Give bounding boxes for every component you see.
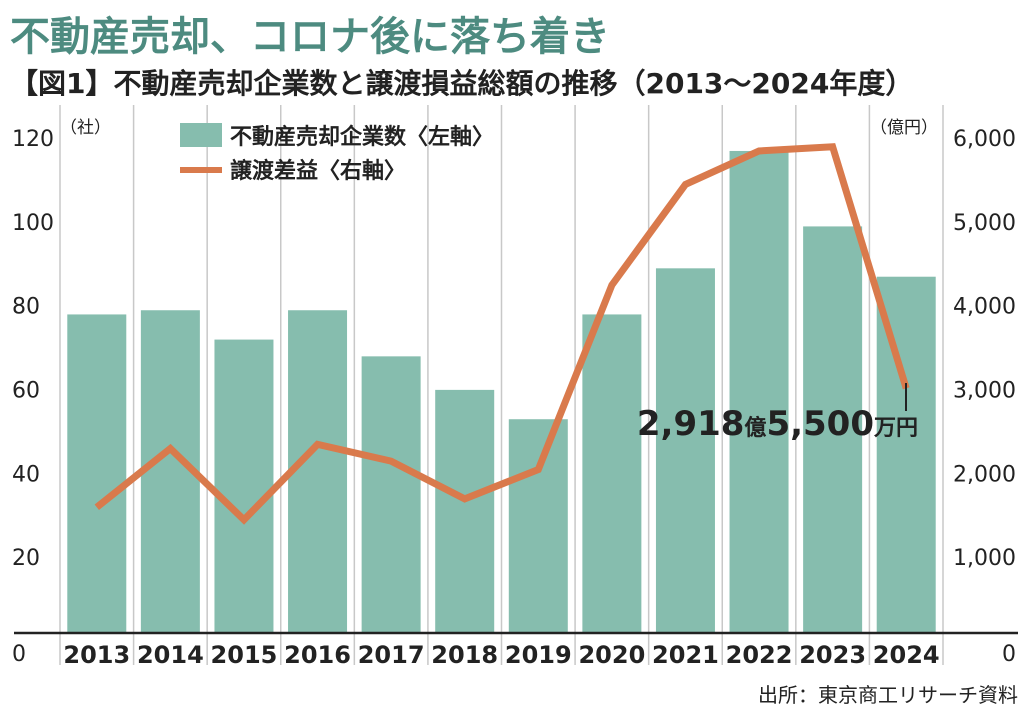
right-tick-0: 0 xyxy=(1002,642,1016,667)
annotation-value-sub: 5,500 xyxy=(766,404,874,444)
bar-2023 xyxy=(803,226,863,633)
x-tick-2014: 2014 xyxy=(137,641,204,669)
left-tick-20: 20 xyxy=(12,546,40,571)
legend-swatch-bar xyxy=(180,123,222,147)
bar-2016 xyxy=(288,310,348,633)
bar-2017 xyxy=(361,356,421,633)
legend-label-line: 譲渡差益〈右軸〉 xyxy=(230,158,406,184)
left-tick-60: 60 xyxy=(12,379,40,404)
right-axis-unit: （億円） xyxy=(870,118,938,138)
x-tick-2013: 2013 xyxy=(63,641,130,669)
chart-title: 不動産売却、コロナ後に落ち着き xyxy=(10,14,610,60)
x-tick-2018: 2018 xyxy=(431,641,498,669)
left-axis-unit: （社） xyxy=(60,118,111,138)
right-tick-6,000: 6,000 xyxy=(953,127,1016,152)
bar-2020 xyxy=(582,314,642,633)
x-tick-2020: 2020 xyxy=(578,641,645,669)
bar-2015 xyxy=(214,339,274,633)
line-series xyxy=(94,143,910,525)
right-tick-2,000: 2,000 xyxy=(953,462,1016,487)
x-tick-2021: 2021 xyxy=(652,641,719,669)
x-tick-2024: 2024 xyxy=(873,641,940,669)
bar-2021 xyxy=(655,268,715,633)
bar-2018 xyxy=(435,389,495,633)
right-tick-3,000: 3,000 xyxy=(953,379,1016,404)
grid-lines xyxy=(59,105,944,665)
x-tick-2022: 2022 xyxy=(726,641,793,669)
right-tick-5,000: 5,000 xyxy=(953,211,1016,236)
x-tick-2016: 2016 xyxy=(284,641,351,669)
x-tick-2019: 2019 xyxy=(505,641,572,669)
bar-2019 xyxy=(508,419,568,633)
x-tick-2017: 2017 xyxy=(358,641,425,669)
bar-series xyxy=(67,150,936,634)
annotation-value-main: 2,918 xyxy=(637,404,745,444)
annotation-text: 2,918億5,500万円 xyxy=(637,404,918,444)
left-tick-100: 100 xyxy=(12,211,54,236)
bar-2024 xyxy=(876,276,936,633)
legend-label-bar: 不動産売却企業数〈左軸〉 xyxy=(230,124,494,150)
legend: 不動産売却企業数〈左軸〉 譲渡差益〈右軸〉 xyxy=(180,123,494,184)
right-tick-4,000: 4,000 xyxy=(953,295,1016,320)
axes: 0 20 40 60 80 100 120 0 1,000 2,000 3,000 4,000 5,00… xyxy=(12,127,1018,669)
left-tick-0: 0 xyxy=(12,642,26,667)
annotation-unit2: 万円 xyxy=(873,416,918,441)
annotation-unit1: 億 xyxy=(744,415,766,441)
left-tick-40: 40 xyxy=(12,462,40,487)
left-tick-120: 120 xyxy=(12,127,54,152)
source-note: 出所：東京商工リサーチ資料 xyxy=(758,683,1018,707)
chart-area: 0 20 40 60 80 100 120 0 1,000 2,000 3,000 4,000 5,00… xyxy=(12,105,1018,669)
annotation-2024: 2,918億5,500万円 xyxy=(637,383,918,444)
chart-subtitle: 【図1】不動産売却企業数と譲渡損益総額の推移（2013～2024年度） xyxy=(10,67,914,100)
line-series-path xyxy=(94,143,910,525)
x-tick-2015: 2015 xyxy=(211,641,278,669)
bar-2013 xyxy=(67,314,127,633)
x-tick-2023: 2023 xyxy=(799,641,866,669)
left-tick-80: 80 xyxy=(12,295,40,320)
bar-2022 xyxy=(729,150,789,634)
right-tick-1,000: 1,000 xyxy=(953,546,1016,571)
